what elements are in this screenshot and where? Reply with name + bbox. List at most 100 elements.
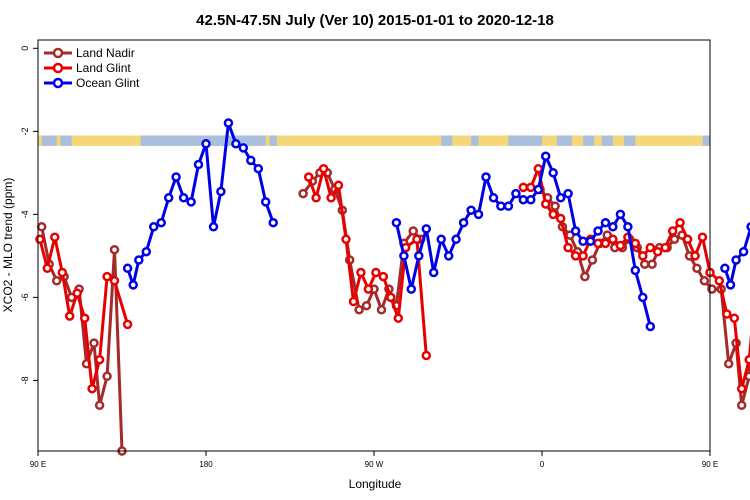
data-point <box>216 186 226 197</box>
data-point <box>690 251 700 261</box>
data-point <box>736 383 747 394</box>
data-point <box>246 155 256 166</box>
y-tick-label: -8 <box>20 376 30 384</box>
data-point <box>64 311 75 321</box>
data-point <box>408 226 418 236</box>
data-point <box>134 255 144 265</box>
data-point <box>518 195 529 205</box>
data-point <box>473 209 484 220</box>
data-point <box>608 234 618 245</box>
data-point <box>436 234 446 245</box>
data-point <box>36 222 47 232</box>
data-point <box>699 276 710 286</box>
data-point <box>585 236 596 247</box>
data-point <box>623 222 633 232</box>
data-point <box>647 259 657 269</box>
data-point <box>451 234 461 245</box>
plot-frame <box>37 39 711 452</box>
x-tick-label: 90 W <box>365 460 384 469</box>
data-point <box>563 242 573 253</box>
data-point <box>223 118 234 128</box>
data-point <box>570 251 581 261</box>
data-point <box>163 193 174 203</box>
data-point <box>722 309 732 319</box>
data-point <box>550 201 560 211</box>
ocean-band-segment <box>41 135 57 146</box>
data-point <box>526 195 536 205</box>
data-point <box>128 280 138 290</box>
data-point <box>533 184 544 195</box>
legend-marker <box>52 47 64 59</box>
data-point <box>608 222 618 232</box>
data-point <box>669 234 680 245</box>
data-point <box>736 400 747 411</box>
data-point <box>51 276 62 286</box>
data-point <box>692 263 702 274</box>
ocean-band-segment <box>508 135 542 146</box>
data-point <box>238 143 249 153</box>
series-land-nadir <box>36 168 750 456</box>
data-point <box>725 280 736 290</box>
y-axis: 0 -2 -4 -6 -8 <box>20 46 38 384</box>
ocean-band-segment <box>624 135 636 146</box>
data-point <box>600 238 611 249</box>
data-point <box>333 180 344 191</box>
series-line <box>126 121 275 287</box>
data-point <box>503 201 514 211</box>
ocean-band-segment <box>702 135 710 146</box>
data-point <box>178 193 189 203</box>
data-point <box>652 246 663 257</box>
data-point <box>171 172 181 182</box>
legend-label: Land Glint <box>76 61 131 75</box>
data-point <box>511 188 521 199</box>
data-point <box>109 244 120 255</box>
data-point <box>481 172 491 182</box>
ocean-band-segment <box>269 135 277 146</box>
chart-title: 42.5N-47.5N July (Ver 10) 2015-01-01 to … <box>196 12 554 29</box>
y-tick-label: -4 <box>20 210 30 218</box>
data-point <box>393 313 404 323</box>
data-point <box>645 321 656 332</box>
legend-label: Ocean Glint <box>76 76 140 90</box>
x-tick-label: 0 <box>540 460 545 469</box>
data-point <box>326 193 336 203</box>
data-point <box>458 217 469 228</box>
data-point <box>376 305 387 315</box>
legend-entry: Land Glint <box>44 61 131 75</box>
data-point <box>361 300 372 311</box>
data-point <box>639 259 650 269</box>
data-point <box>580 271 590 282</box>
legend-entry: Ocean Glint <box>44 76 140 90</box>
data-point <box>399 251 409 261</box>
data-point <box>746 222 750 232</box>
data-point <box>378 271 389 282</box>
data-point <box>714 276 725 286</box>
series-line <box>40 226 124 452</box>
data-point <box>615 240 626 251</box>
ocean-band-segment <box>441 135 453 146</box>
data-point <box>645 242 656 253</box>
data-point <box>593 238 603 249</box>
ocean-band-segment <box>601 135 613 146</box>
x-axis: 90 E 180 90 W 0 90 E <box>30 451 718 469</box>
data-point <box>122 263 133 274</box>
data-point <box>79 313 90 323</box>
data-point <box>731 255 741 265</box>
ocean-band-segment <box>60 135 72 146</box>
data-point <box>87 383 97 394</box>
data-point <box>555 193 566 203</box>
data-point <box>268 217 278 228</box>
data-point <box>363 284 374 294</box>
data-point <box>406 284 417 294</box>
y-tick-label: -6 <box>20 293 30 301</box>
data-point <box>729 313 740 323</box>
x-tick-label: 90 E <box>702 460 718 469</box>
data-point <box>723 359 734 369</box>
data-point <box>94 400 105 411</box>
data-point <box>466 205 476 215</box>
data-point <box>540 199 551 209</box>
series-land-glint <box>35 163 750 394</box>
legend-marker <box>52 62 64 74</box>
y-tick-label: -2 <box>20 127 30 135</box>
